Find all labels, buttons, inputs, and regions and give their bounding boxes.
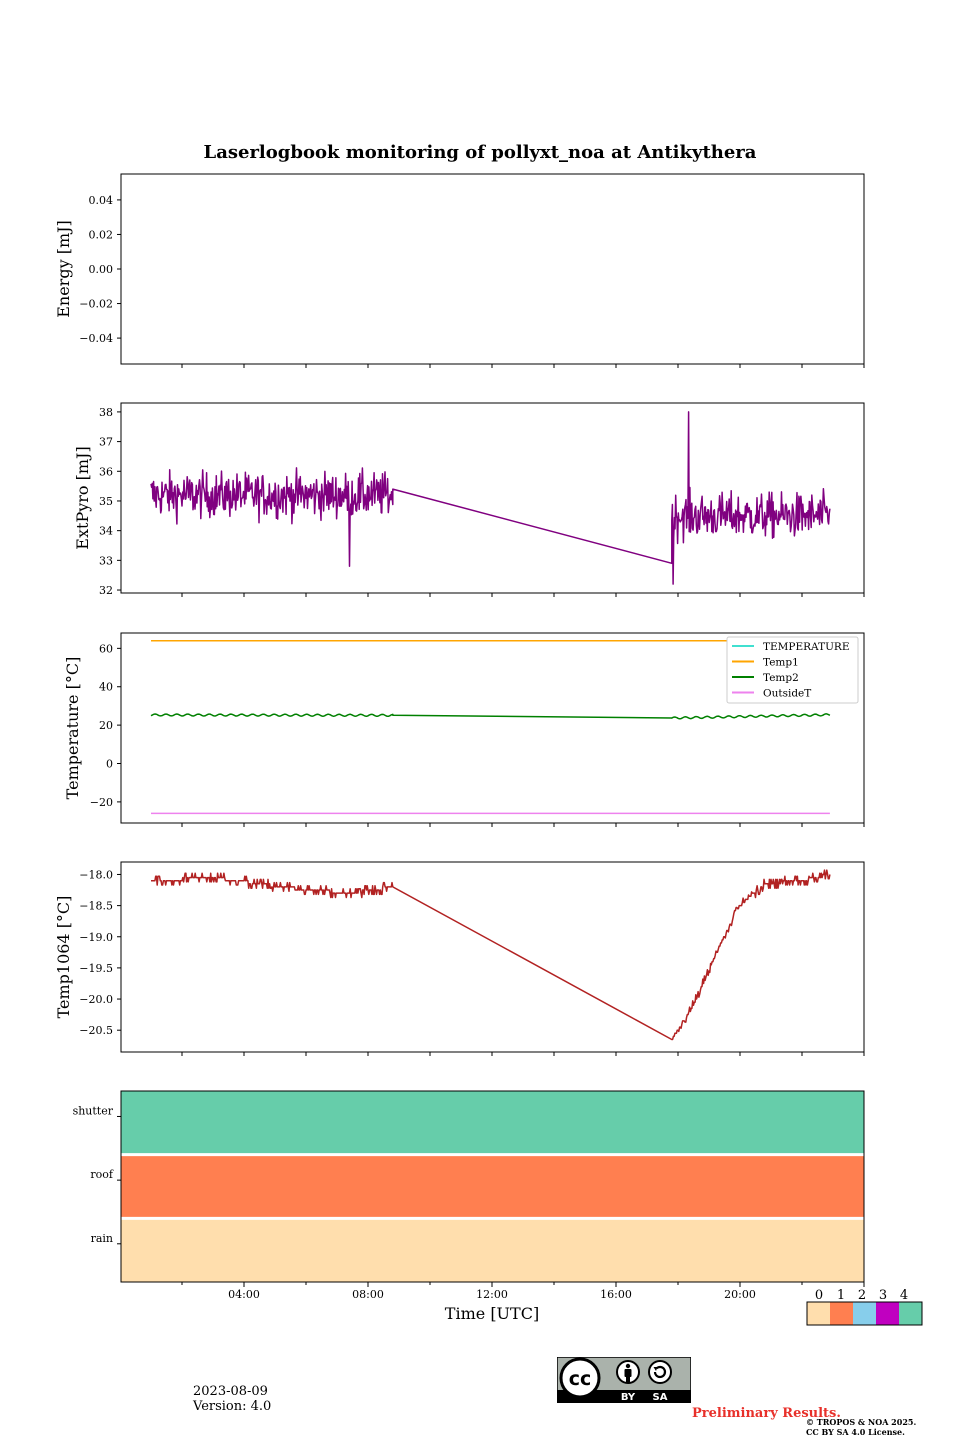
status-band-roof bbox=[121, 1154, 864, 1219]
copyright-line-2: CC BY SA 4.0 License. bbox=[806, 1427, 905, 1437]
colorbar-swatch bbox=[899, 1302, 922, 1325]
colorbar-swatch bbox=[853, 1302, 876, 1325]
y-tick-label: 38 bbox=[99, 406, 113, 419]
y-tick-label: −0.02 bbox=[79, 298, 113, 311]
legend-box bbox=[726, 636, 859, 704]
plot-frame bbox=[120, 861, 865, 1053]
x-axis-label: Time [UTC] bbox=[445, 1304, 539, 1323]
figure-title: Laserlogbook monitoring of pollyxt_noa a… bbox=[204, 142, 757, 163]
y-tick-label: −20.5 bbox=[79, 1024, 113, 1037]
y-tick-label: −0.04 bbox=[79, 332, 113, 345]
colorbar-tick-label: 3 bbox=[879, 1288, 887, 1303]
legend-entry: TEMPERATURE bbox=[763, 641, 850, 653]
sa-text: SA bbox=[653, 1392, 668, 1403]
series-line-temp2 bbox=[150, 713, 831, 720]
status-row-label: shutter bbox=[73, 1104, 114, 1117]
legend: TEMPERATURE Temp1 Temp2 OutsideT bbox=[726, 636, 859, 704]
status-row-label: roof bbox=[90, 1168, 114, 1181]
y-tick-label: 0.00 bbox=[89, 263, 114, 276]
legend-entry: Temp1 bbox=[763, 657, 799, 669]
y-tick-label: −18.5 bbox=[79, 900, 113, 913]
y-tick-label: 37 bbox=[99, 436, 113, 449]
status-band-shutter bbox=[121, 1091, 864, 1155]
plot-frame bbox=[120, 173, 865, 365]
y-tick-label: −20.0 bbox=[79, 993, 113, 1006]
series-line-extpyro bbox=[150, 411, 831, 585]
sa-icon bbox=[648, 1360, 672, 1384]
colorbar-frame bbox=[806, 1301, 923, 1326]
x-tick-label: 12:00 bbox=[476, 1288, 508, 1301]
colorbar-swatch bbox=[807, 1302, 830, 1325]
colorbar-tick-label: 4 bbox=[900, 1288, 908, 1303]
status-row-label: rain bbox=[91, 1232, 113, 1245]
y-tick-label: 0 bbox=[106, 758, 113, 771]
y-tick-label: −18.0 bbox=[79, 868, 113, 881]
copyright-note: © TROPOS & NOA 2025. CC BY SA 4.0 Licens… bbox=[806, 1417, 916, 1437]
y-axis-label: Temperature [°C] bbox=[63, 657, 82, 800]
y-tick-label: 40 bbox=[99, 681, 113, 694]
panel-energy: 0.04 0.02 0.00 −0.02 −0.04 Energy [mJ] bbox=[54, 173, 865, 368]
x-tick-label: 16:00 bbox=[600, 1288, 632, 1301]
preliminary-note: Preliminary Results. bbox=[692, 1406, 841, 1421]
y-axis-label: Temp1064 [°C] bbox=[54, 896, 73, 1019]
y-tick-label: 36 bbox=[99, 465, 113, 478]
cc-by-sa-logo: cc BY SA bbox=[557, 1357, 691, 1403]
x-tick-label: 20:00 bbox=[724, 1288, 756, 1301]
colorbar-tick-label: 0 bbox=[815, 1288, 823, 1303]
y-axis-label: Energy [mJ] bbox=[54, 220, 73, 318]
y-axis-label: ExtPyro [mJ] bbox=[73, 446, 92, 549]
colorbar-tick-label: 1 bbox=[837, 1288, 845, 1303]
y-tick-label: −19.0 bbox=[79, 931, 113, 944]
panel-temperature: 60 40 20 0 −20 Temperature [°C] TEMPERATURE Tem… bbox=[63, 632, 865, 827]
panel-temp1064: −18.0 −18.5 −19.0 −19.5 −20.0 −20.5 Temp1064 [… bbox=[54, 861, 865, 1056]
date-version: 2023-08-09 Version: 4.0 bbox=[193, 1384, 271, 1414]
colorbar-swatch bbox=[830, 1302, 853, 1325]
colorbar-swatch bbox=[876, 1302, 899, 1325]
y-tick-label: 20 bbox=[99, 719, 113, 732]
y-tick-label: 0.02 bbox=[89, 228, 114, 241]
by-text: BY bbox=[621, 1392, 636, 1403]
y-tick-label: −19.5 bbox=[79, 962, 113, 975]
y-tick-label: 33 bbox=[99, 554, 113, 567]
x-tick-label: 04:00 bbox=[228, 1288, 260, 1301]
y-tick-label: −20 bbox=[90, 796, 113, 809]
x-tick-label: 08:00 bbox=[352, 1288, 384, 1301]
y-tick-label: 60 bbox=[99, 642, 113, 655]
legend-entry: Temp2 bbox=[763, 672, 799, 684]
status-band-rain bbox=[121, 1218, 864, 1282]
cc-text: cc bbox=[569, 1368, 592, 1390]
y-tick-label: 35 bbox=[99, 495, 113, 508]
y-tick-label: 0.04 bbox=[89, 194, 114, 207]
legend-entry: OutsideT bbox=[763, 688, 811, 700]
copyright-line-1: © TROPOS & NOA 2025. bbox=[806, 1417, 917, 1427]
panel-extpyro: 38 37 36 35 34 33 32 ExtPyro [mJ] bbox=[73, 402, 865, 597]
date-label: 2023-08-09 bbox=[193, 1384, 268, 1399]
y-tick-label: 34 bbox=[99, 525, 113, 538]
y-tick-label: 32 bbox=[99, 584, 113, 597]
version-label: Version: 4.0 bbox=[193, 1399, 272, 1414]
panel-status: shutter roof rain 04:00 08:00 12:00 16:00 20:00… bbox=[73, 1090, 923, 1326]
series-line-temp1064 bbox=[151, 869, 831, 1041]
colorbar-tick-label: 2 bbox=[858, 1288, 866, 1303]
